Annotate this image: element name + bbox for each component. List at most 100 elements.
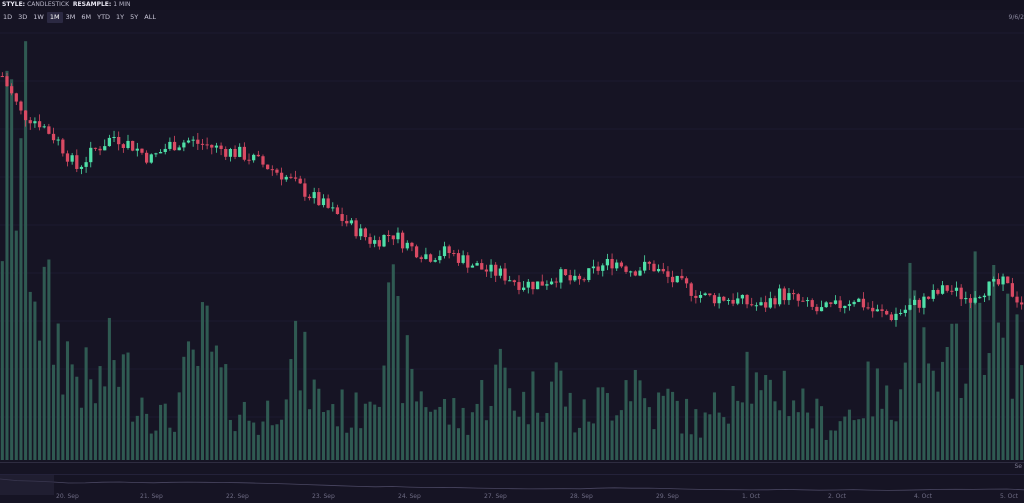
candle[interactable] xyxy=(336,205,339,215)
candle[interactable] xyxy=(964,292,967,304)
candle[interactable] xyxy=(508,276,511,281)
candle[interactable] xyxy=(196,133,199,150)
candle[interactable] xyxy=(694,290,697,303)
candle[interactable] xyxy=(43,124,46,128)
style-value[interactable]: CANDLESTICK xyxy=(27,1,69,8)
candle[interactable] xyxy=(38,114,41,130)
candle[interactable] xyxy=(154,153,157,157)
candle[interactable] xyxy=(1001,274,1004,291)
candle[interactable] xyxy=(243,142,246,161)
candle[interactable] xyxy=(373,236,376,248)
range-1m[interactable]: 1M xyxy=(47,12,63,23)
candle[interactable] xyxy=(946,285,949,292)
candle[interactable] xyxy=(420,256,423,263)
candle[interactable] xyxy=(592,260,595,274)
candle[interactable] xyxy=(564,269,567,276)
candle[interactable] xyxy=(587,268,590,282)
candle[interactable] xyxy=(219,143,222,156)
candle[interactable] xyxy=(890,312,893,321)
candle[interactable] xyxy=(150,153,153,163)
candle[interactable] xyxy=(387,230,390,242)
candle[interactable] xyxy=(764,296,767,312)
candle[interactable] xyxy=(429,253,432,262)
candle[interactable] xyxy=(727,298,730,305)
candle[interactable] xyxy=(471,264,474,268)
candle[interactable] xyxy=(350,218,353,225)
candle[interactable] xyxy=(112,131,115,142)
candle[interactable] xyxy=(834,295,837,304)
candle[interactable] xyxy=(480,259,483,269)
candle[interactable] xyxy=(378,237,381,250)
candle[interactable] xyxy=(904,305,907,316)
candle[interactable] xyxy=(215,143,218,153)
candle[interactable] xyxy=(210,144,213,154)
candle[interactable] xyxy=(680,269,683,280)
range-1y[interactable]: 1Y xyxy=(113,12,127,23)
candle[interactable] xyxy=(178,145,181,150)
candle[interactable] xyxy=(452,250,455,256)
candle[interactable] xyxy=(852,300,855,307)
candle[interactable] xyxy=(573,270,576,282)
candle[interactable] xyxy=(66,151,69,167)
candle[interactable] xyxy=(676,276,679,283)
range-all[interactable]: ALL xyxy=(141,12,159,23)
candle[interactable] xyxy=(899,309,902,315)
candle[interactable] xyxy=(643,255,646,273)
candle[interactable] xyxy=(494,262,497,282)
candle[interactable] xyxy=(885,309,888,315)
candle[interactable] xyxy=(978,296,981,299)
candle[interactable] xyxy=(33,117,36,128)
candle[interactable] xyxy=(71,153,74,165)
candle[interactable] xyxy=(75,149,78,172)
candle[interactable] xyxy=(103,139,106,150)
candle[interactable] xyxy=(839,296,842,312)
candle[interactable] xyxy=(98,146,101,155)
candle[interactable] xyxy=(941,281,944,295)
candle[interactable] xyxy=(759,297,762,306)
candle[interactable] xyxy=(811,298,814,310)
resample-value[interactable]: 1 MIN xyxy=(113,1,130,8)
candle[interactable] xyxy=(513,280,516,286)
candle[interactable] xyxy=(303,178,306,200)
candle[interactable] xyxy=(987,281,990,300)
candle[interactable] xyxy=(918,298,921,312)
candle[interactable] xyxy=(634,270,637,276)
candle[interactable] xyxy=(550,278,553,285)
candle[interactable] xyxy=(615,259,618,270)
candle[interactable] xyxy=(717,293,720,308)
candle[interactable] xyxy=(1011,278,1014,297)
navigator-window[interactable] xyxy=(0,475,54,495)
candle[interactable] xyxy=(629,271,632,277)
candle[interactable] xyxy=(382,234,385,247)
candle[interactable] xyxy=(936,288,939,295)
range-1w[interactable]: 1W xyxy=(30,12,47,23)
candle[interactable] xyxy=(880,304,883,317)
candle[interactable] xyxy=(29,117,32,130)
candle[interactable] xyxy=(610,254,613,276)
candle[interactable] xyxy=(15,93,18,105)
candle[interactable] xyxy=(229,148,232,162)
candle[interactable] xyxy=(187,138,190,144)
candle[interactable] xyxy=(531,282,534,295)
candle[interactable] xyxy=(559,267,562,289)
candle[interactable] xyxy=(294,171,297,181)
candle[interactable] xyxy=(857,298,860,302)
candle[interactable] xyxy=(699,291,702,302)
candle[interactable] xyxy=(266,164,269,169)
candle[interactable] xyxy=(536,281,539,289)
candle[interactable] xyxy=(773,296,776,309)
candle[interactable] xyxy=(261,154,264,167)
candle[interactable] xyxy=(708,293,711,296)
candle[interactable] xyxy=(950,285,953,295)
candle[interactable] xyxy=(606,254,609,270)
candle[interactable] xyxy=(140,148,143,154)
candle[interactable] xyxy=(94,148,97,151)
candle[interactable] xyxy=(527,279,530,293)
candle[interactable] xyxy=(578,274,581,285)
candle[interactable] xyxy=(997,273,1000,286)
candle[interactable] xyxy=(745,294,748,308)
candle[interactable] xyxy=(47,124,50,134)
candlestick-chart[interactable] xyxy=(0,23,1024,463)
candle[interactable] xyxy=(983,293,986,302)
